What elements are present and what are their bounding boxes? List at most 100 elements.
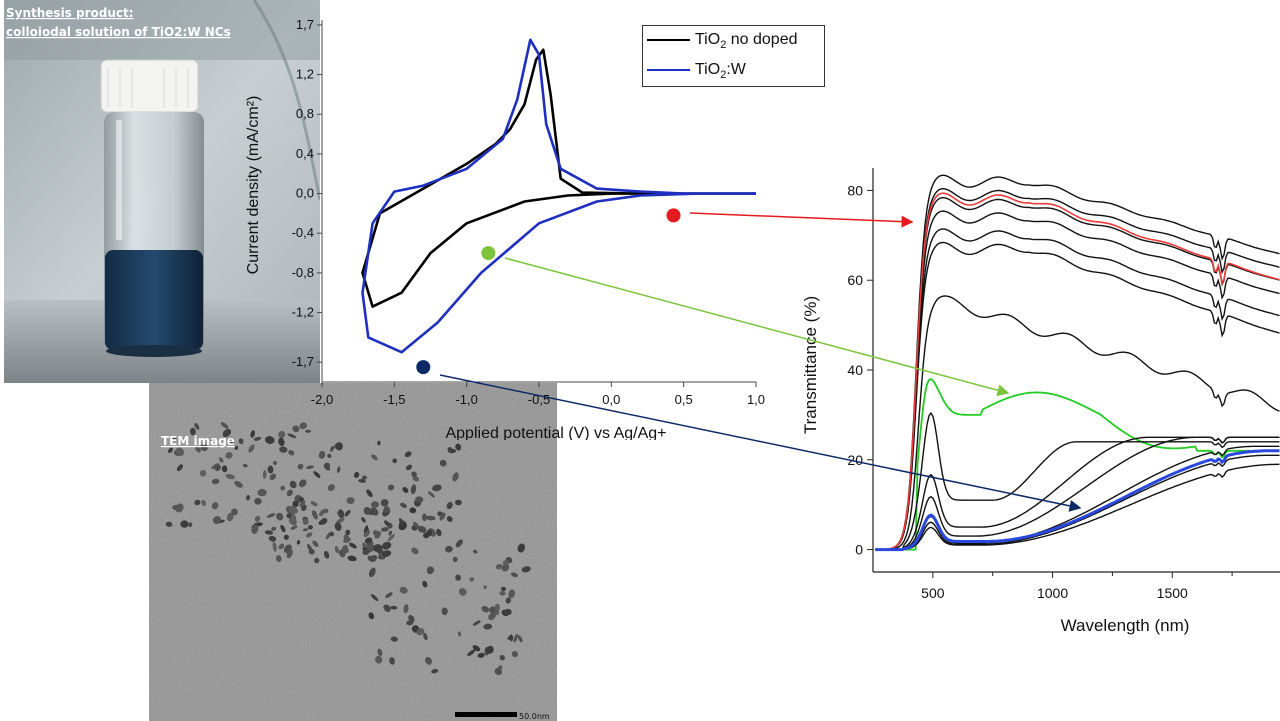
cv-y-tick-label: -0,8: [292, 265, 314, 280]
nanoparticle: [246, 495, 251, 501]
legend-item-undoped: TiO2 no doped: [643, 28, 824, 52]
cv-x-tick-label: -0,5: [528, 392, 550, 407]
vial-photo: Synthesis product: colloiodal solution o…: [4, 0, 320, 383]
nanoparticle: [457, 631, 462, 637]
nanoparticle: [329, 531, 335, 537]
nanoparticle: [292, 500, 299, 508]
nanoparticle: [494, 603, 501, 612]
nanoparticle: [489, 606, 497, 614]
nanoparticle: [483, 623, 493, 630]
nanoparticle: [411, 547, 419, 555]
nanoparticle: [361, 475, 367, 480]
nanoparticle: [425, 657, 432, 665]
nanoparticle: [175, 503, 184, 513]
nanoparticle: [398, 518, 405, 527]
nanoparticle: [377, 648, 383, 657]
nanoparticle: [425, 515, 436, 521]
nanoparticle: [347, 555, 357, 562]
cv-x-tick-label: 1,0: [747, 392, 765, 407]
nanoparticle: [286, 513, 292, 519]
nanoparticle: [306, 544, 313, 553]
nanoparticle: [221, 465, 228, 473]
nanoparticle: [278, 437, 285, 446]
nanoparticle: [176, 464, 183, 472]
nanoparticle: [383, 506, 390, 514]
nanoparticle: [287, 433, 297, 439]
nanoparticle: [289, 480, 297, 489]
transmittance-y-axis-label: Transmittance (%): [801, 296, 820, 434]
nanoparticle: [175, 447, 185, 457]
nanoparticle: [251, 524, 259, 534]
nanoparticle: [220, 422, 229, 429]
nanoparticle: [336, 466, 341, 473]
transmittance-curve-high: [875, 187, 1280, 551]
nanoparticle: [455, 539, 463, 548]
cv-y-tick-label: -1,7: [292, 354, 314, 369]
nanoparticle: [403, 604, 409, 614]
nanoparticle: [446, 516, 453, 522]
nanoparticle: [298, 479, 307, 488]
nanoparticle: [318, 450, 326, 459]
nanoparticle: [188, 522, 193, 528]
nanoparticle: [504, 608, 512, 616]
nanoparticle: [368, 567, 376, 578]
nanoparticle: [234, 445, 239, 450]
nanoparticle: [279, 446, 288, 453]
nanoparticle: [268, 535, 277, 542]
nanoparticle: [417, 525, 427, 533]
nanoparticle: [353, 471, 360, 478]
nanoparticle: [458, 588, 467, 596]
nanoparticle: [387, 484, 395, 491]
nanoparticle: [371, 501, 379, 508]
nanoparticle: [439, 512, 446, 521]
nanoparticle: [521, 566, 531, 573]
nanoparticle: [313, 471, 321, 478]
nanoparticle: [218, 457, 224, 463]
nanoparticle: [280, 485, 286, 491]
nanoparticle: [413, 521, 420, 530]
cv-y-tick-label: 0,8: [296, 106, 314, 121]
transmittance-chart: 0 20 40 60 80 500 1000 1500 Wavelength (nm) Tra…: [801, 168, 1280, 635]
nanoparticle: [267, 465, 274, 474]
transmittance-curve-low: [875, 411, 1280, 551]
nanoparticle: [517, 635, 523, 643]
transmittance-x-tick-label: 1000: [1037, 585, 1068, 601]
nanoparticle: [327, 484, 335, 492]
nanoparticle: [269, 473, 276, 481]
nanoparticle: [345, 529, 351, 536]
nanoparticle: [473, 549, 478, 554]
nanoparticle: [390, 636, 398, 642]
legend-swatch-undoped: [647, 39, 690, 41]
nanoparticle: [385, 592, 393, 598]
transmittance-curve-high: [875, 174, 1280, 551]
nanoparticle: [242, 463, 248, 468]
nanoparticle: [234, 480, 243, 488]
nanoparticle: [405, 464, 413, 471]
cv-y-tick-label: -1,2: [292, 305, 314, 320]
nanoparticle: [426, 529, 433, 537]
nanoparticle: [399, 586, 408, 594]
nanoparticle: [228, 437, 235, 445]
nanoparticle: [364, 537, 373, 544]
nanoparticle: [499, 590, 506, 596]
nanoparticle: [416, 628, 425, 636]
marker-green: [481, 246, 496, 261]
nanoparticle: [231, 508, 238, 516]
nanoparticle: [346, 497, 355, 505]
nanoparticle: [467, 649, 476, 657]
transmittance-curve-high: [875, 210, 1280, 551]
tem-micrograph: TEM image 50.0nm: [149, 383, 557, 721]
nanoparticle: [334, 522, 342, 531]
nanoparticle: [278, 430, 286, 439]
nanoparticle: [494, 667, 503, 676]
nanoparticle: [201, 499, 206, 507]
nanoparticle: [392, 458, 398, 464]
nanoparticle: [286, 489, 293, 497]
nanoparticle: [409, 507, 417, 514]
transmittance-y-tick-label: 40: [847, 362, 863, 378]
legend-swatch-doped: [647, 69, 690, 71]
nanoparticle: [376, 547, 383, 554]
nanoparticle: [194, 499, 201, 506]
nanoparticle: [494, 610, 500, 616]
nanoparticle: [286, 549, 293, 559]
